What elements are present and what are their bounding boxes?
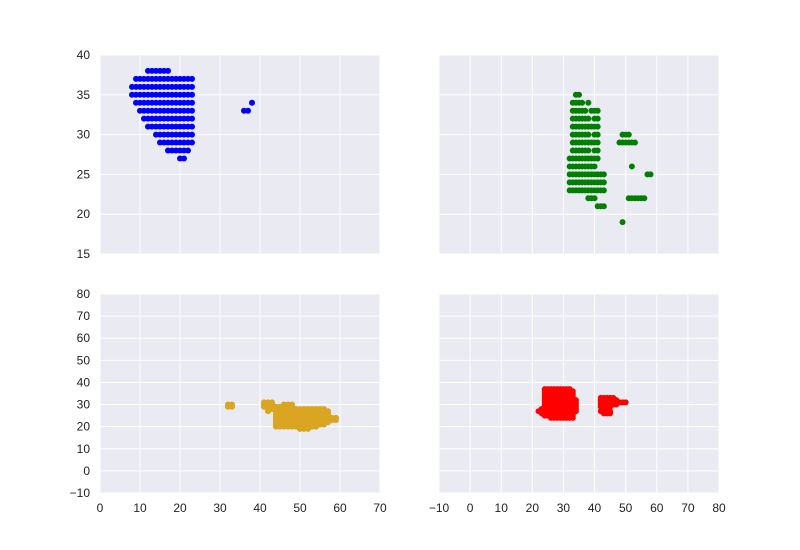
- data-point: [625, 131, 632, 138]
- y-tick-label: 0: [83, 464, 90, 478]
- data-point: [600, 179, 607, 186]
- x-tick-label: 50: [619, 501, 633, 515]
- y-tick-label: 40: [77, 375, 91, 389]
- data-point: [185, 147, 191, 154]
- x-tick-label: 50: [293, 501, 307, 515]
- y-tick-label: 70: [77, 309, 91, 323]
- y-tick-label: 20: [77, 420, 91, 434]
- data-point: [189, 75, 195, 82]
- data-point: [321, 421, 327, 428]
- x-tick-label: 60: [333, 501, 347, 515]
- data-point: [594, 123, 601, 130]
- data-point: [585, 131, 592, 138]
- data-point: [333, 417, 339, 424]
- x-tick-label: 60: [650, 501, 664, 515]
- x-tick-label: 40: [588, 501, 602, 515]
- data-point: [165, 67, 171, 74]
- data-point: [189, 107, 195, 114]
- data-point: [189, 99, 195, 106]
- data-point: [594, 115, 601, 122]
- x-tick-label: 0: [97, 501, 104, 515]
- data-point: [613, 401, 620, 408]
- data-point: [607, 410, 614, 417]
- data-point: [594, 131, 601, 138]
- data-point: [585, 147, 592, 154]
- data-point: [607, 403, 614, 410]
- data-point: [585, 115, 592, 122]
- data-point: [189, 115, 195, 122]
- data-point: [249, 99, 255, 106]
- y-tick-label: 60: [77, 331, 91, 345]
- data-point: [569, 414, 576, 421]
- data-point: [600, 203, 607, 210]
- data-point: [591, 195, 598, 202]
- data-point: [576, 91, 582, 98]
- y-tick-label: 30: [77, 128, 91, 142]
- x-tick-label: 30: [213, 501, 227, 515]
- subplot-top-left: 15 20 25 30 35 40: [77, 48, 381, 261]
- data-point: [594, 147, 601, 154]
- series-0: [129, 67, 255, 162]
- x-tick-label: 10: [133, 501, 147, 515]
- x-tick-label: 70: [681, 501, 695, 515]
- subplot-bottom-right: −10 0 10 20 30 40 50 60 70 80: [429, 293, 726, 515]
- y-tick-label: 20: [77, 207, 91, 221]
- data-point: [600, 171, 607, 178]
- subplot-top-right: [438, 54, 720, 255]
- data-point: [647, 171, 654, 178]
- data-point: [189, 139, 195, 146]
- y-tick-label: −10: [70, 486, 91, 500]
- series-0: [535, 386, 629, 421]
- data-point: [245, 107, 251, 114]
- data-point: [582, 107, 589, 114]
- data-point: [591, 163, 598, 170]
- data-point: [229, 403, 235, 410]
- y-tick-label: 40: [77, 48, 91, 62]
- x-tick-label: 30: [557, 501, 571, 515]
- data-point: [305, 425, 311, 432]
- data-point: [265, 408, 271, 415]
- y-tick-label: 10: [77, 442, 91, 456]
- x-tick-label: 70: [373, 501, 387, 515]
- axes-background: [439, 55, 719, 254]
- x-tick-label: −10: [429, 501, 450, 515]
- data-point: [313, 423, 319, 430]
- data-point: [189, 123, 195, 130]
- data-point: [585, 99, 592, 106]
- data-point: [641, 195, 648, 202]
- x-tick-label: 80: [712, 501, 726, 515]
- y-tick-label: 50: [77, 353, 91, 367]
- y-tick-label: 25: [77, 167, 91, 181]
- data-point: [189, 131, 195, 138]
- data-point: [594, 107, 601, 114]
- data-point: [628, 163, 635, 170]
- y-tick-label: 80: [77, 287, 91, 301]
- x-tick-label: 10: [495, 501, 509, 515]
- data-point: [189, 91, 195, 98]
- data-point: [619, 219, 626, 226]
- data-point: [579, 99, 586, 106]
- y-tick-label: 35: [77, 88, 91, 102]
- y-tick-label: 30: [77, 398, 91, 412]
- x-tick-label: 40: [253, 501, 267, 515]
- data-point: [181, 155, 187, 162]
- axes-background: [439, 294, 719, 493]
- data-point: [594, 155, 601, 162]
- x-tick-label: 20: [526, 501, 540, 515]
- data-point: [594, 139, 601, 146]
- subplot-bottom-left: 0 10 20 30 40 50 60 70 −10 0 10 20 30 40 50 60 70 80: [70, 287, 387, 515]
- data-point: [189, 83, 195, 90]
- x-tick-label: 0: [467, 501, 474, 515]
- y-tick-label: 15: [77, 247, 91, 261]
- data-point: [632, 139, 638, 146]
- series-0: [225, 399, 339, 432]
- data-point: [600, 187, 607, 194]
- axes-background: [100, 294, 380, 493]
- x-tick-label: 20: [173, 501, 187, 515]
- data-point: [622, 399, 629, 406]
- series-0: [566, 91, 654, 226]
